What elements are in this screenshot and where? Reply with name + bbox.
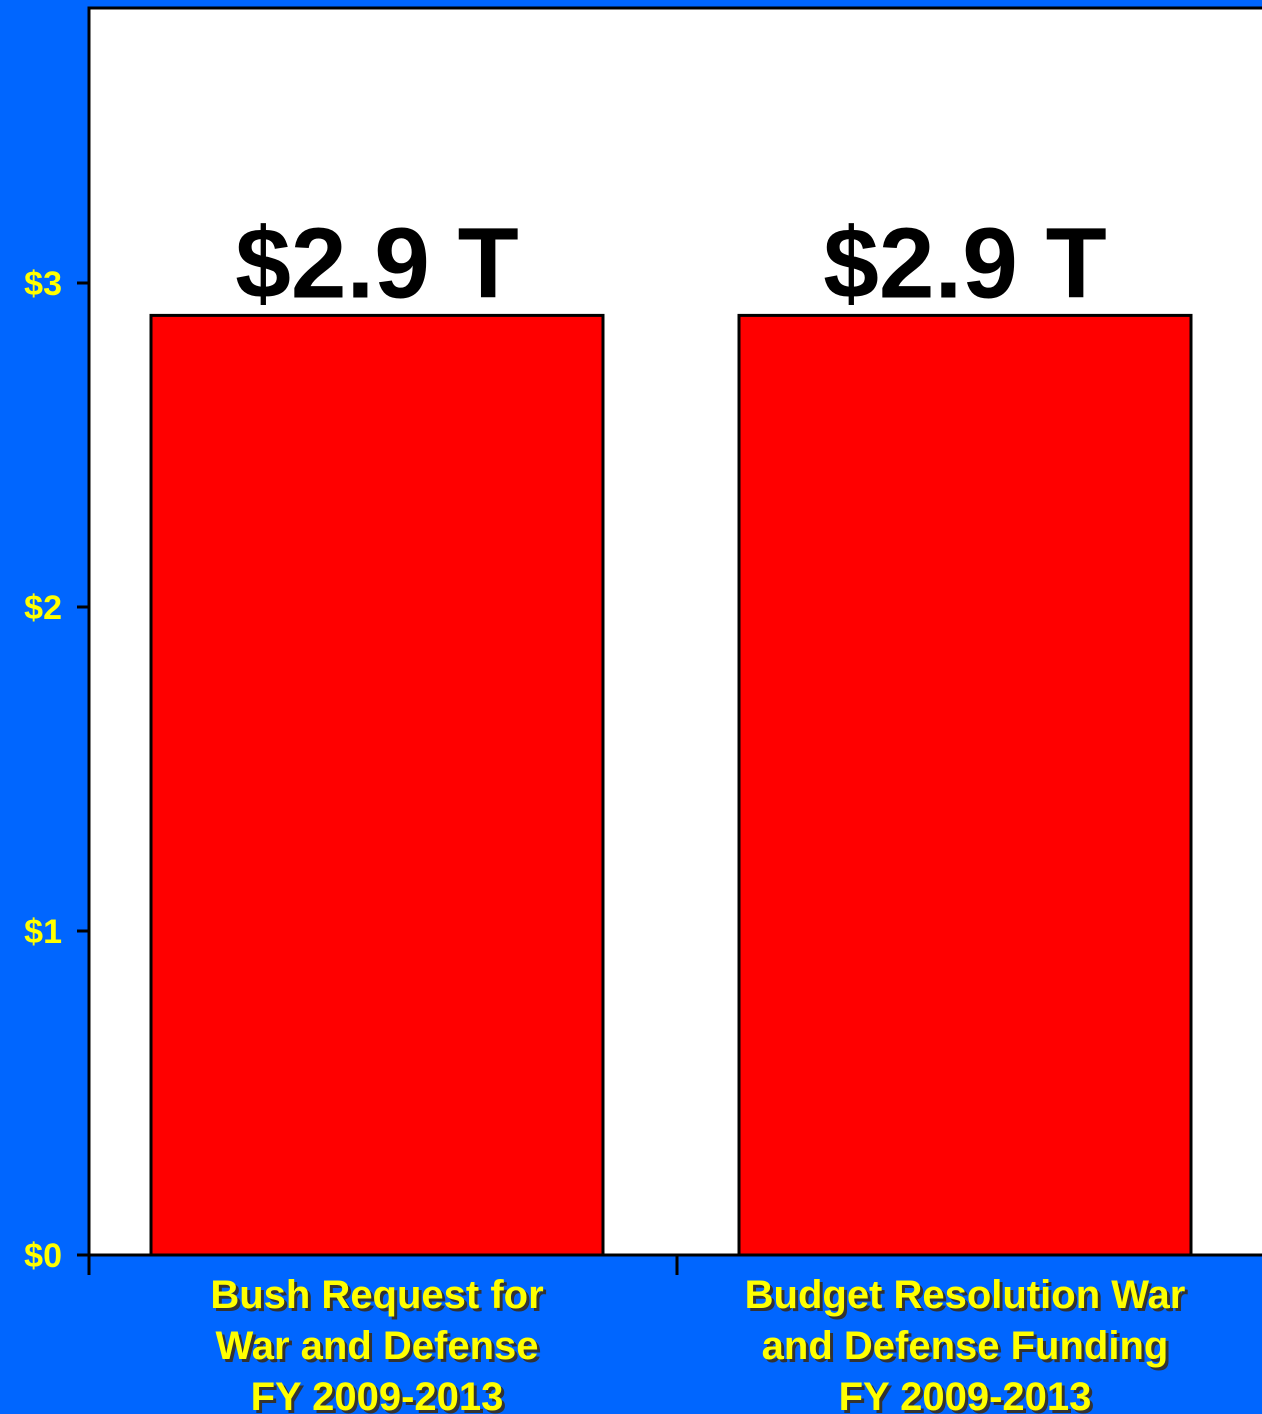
data-label: $2.9 T <box>823 207 1107 319</box>
x-category-label-line: and Defense Funding <box>762 1324 1169 1368</box>
x-category-label-shadow: and Defense Funding <box>765 1327 1172 1371</box>
x-category-label-line: FY 2009-2013 <box>251 1375 504 1414</box>
x-category-label-line: Budget Resolution War <box>745 1273 1186 1317</box>
y-tick-label: $0 <box>24 1237 62 1275</box>
y-axis: $0 $1 $2 $3 <box>24 8 91 1275</box>
y-tick-label: $3 <box>24 265 62 303</box>
bar <box>149 313 605 1257</box>
y-tick-label: $2 <box>24 589 62 627</box>
x-category-label-line: War and Defense <box>215 1324 538 1368</box>
bars <box>149 313 1193 1257</box>
x-category-label-shadow: Bush Request for <box>213 1276 546 1320</box>
x-category-label-shadow: FY 2009-2013 <box>254 1378 507 1414</box>
x-category-label-shadow: War and Defense <box>218 1327 541 1371</box>
x-category-label-line: Bush Request for <box>210 1273 543 1317</box>
bar <box>737 313 1193 1257</box>
y-tick-label: $1 <box>24 913 62 951</box>
x-category-label-line: FY 2009-2013 <box>839 1375 1092 1414</box>
x-category-label-shadow: Budget Resolution War <box>748 1276 1189 1320</box>
x-category-label-shadow: FY 2009-2013 <box>842 1378 1095 1414</box>
data-labels: $2.9 T $2.9 T <box>235 207 1107 319</box>
data-label: $2.9 T <box>235 207 519 319</box>
